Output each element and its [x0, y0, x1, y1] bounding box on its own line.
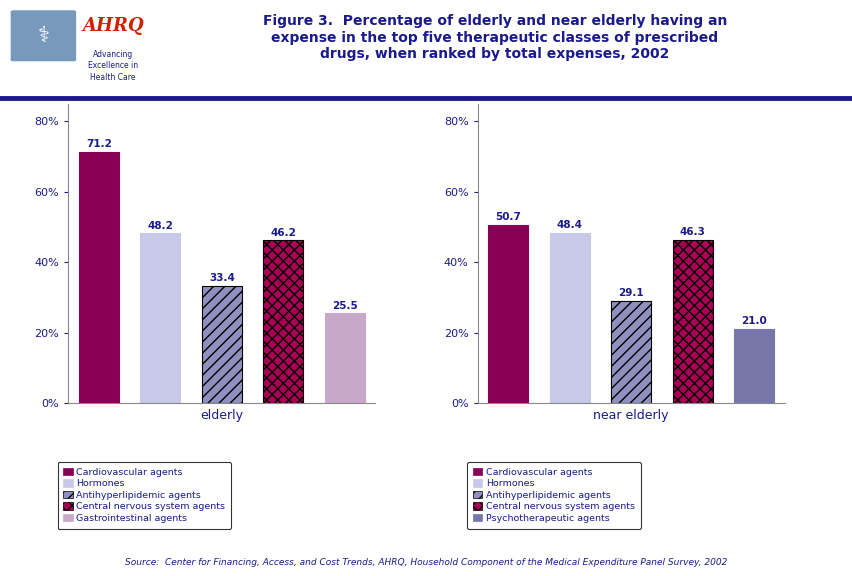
Bar — [202, 286, 241, 403]
Bar — [611, 301, 650, 403]
Bar — [79, 152, 118, 403]
Bar — [672, 240, 711, 403]
X-axis label: elderly: elderly — [200, 409, 243, 422]
Bar — [325, 313, 364, 403]
Text: Advancing: Advancing — [93, 50, 133, 59]
Text: 46.3: 46.3 — [679, 227, 705, 237]
Text: 25.5: 25.5 — [331, 301, 357, 310]
Text: 46.2: 46.2 — [270, 228, 296, 237]
Text: Health Care: Health Care — [90, 73, 135, 82]
Text: 50.7: 50.7 — [495, 212, 521, 222]
Text: 71.2: 71.2 — [86, 139, 112, 150]
Legend: Cardiovascular agents, Hormones, Antihyperlipidemic agents, Central nervous syst: Cardiovascular agents, Hormones, Antihyp… — [58, 462, 231, 529]
Text: 21.0: 21.0 — [740, 316, 766, 327]
Bar — [734, 329, 773, 403]
Bar — [550, 233, 589, 403]
Bar — [263, 240, 302, 403]
X-axis label: near elderly: near elderly — [593, 409, 668, 422]
Text: Excellence in: Excellence in — [88, 62, 138, 70]
Legend: Cardiovascular agents, Hormones, Antihyperlipidemic agents, Central nervous syst: Cardiovascular agents, Hormones, Antihyp… — [467, 462, 640, 529]
Text: AHRQ: AHRQ — [82, 17, 143, 35]
FancyBboxPatch shape — [10, 10, 77, 62]
Bar — [141, 233, 180, 403]
Text: 33.4: 33.4 — [209, 272, 234, 283]
Text: Source:  Center for Financing, Access, and Cost Trends, AHRQ, Household Componen: Source: Center for Financing, Access, an… — [125, 558, 727, 567]
Text: Figure 3.  Percentage of elderly and near elderly having an
expense in the top f: Figure 3. Percentage of elderly and near… — [262, 14, 726, 61]
Text: ⚕: ⚕ — [37, 26, 49, 46]
Bar — [488, 225, 527, 403]
Text: 48.4: 48.4 — [556, 220, 582, 230]
Text: 48.2: 48.2 — [147, 221, 173, 230]
Text: 29.1: 29.1 — [618, 288, 643, 298]
